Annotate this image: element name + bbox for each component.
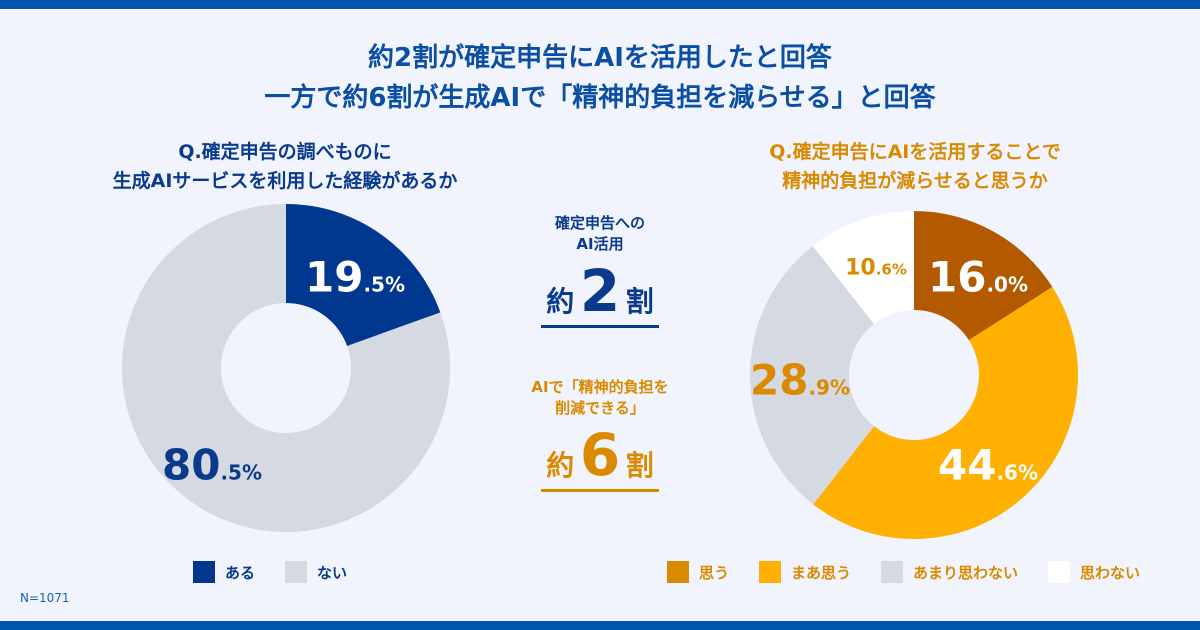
underline xyxy=(541,489,659,492)
legend-label: 思わない xyxy=(1080,563,1141,582)
value-decimal: .6 xyxy=(996,460,1018,485)
slice-label: 28.9% xyxy=(750,356,850,405)
legend-label: ある xyxy=(225,563,256,582)
caption-line-2: 削減できる」 xyxy=(555,399,645,417)
value-unit: % xyxy=(1017,460,1039,485)
value-decimal: .6 xyxy=(875,260,892,279)
donut-slice-ある xyxy=(286,204,441,346)
legend-swatch xyxy=(285,561,308,583)
value-integer: 80 xyxy=(161,440,221,490)
legend-swatch xyxy=(1048,561,1071,583)
right-question-line-2: 精神的負担が減らせると思うか xyxy=(782,170,1048,192)
slice-label: 16.0% xyxy=(928,253,1028,302)
value-integer: 19 xyxy=(304,252,364,302)
legend-item: 思う xyxy=(667,561,729,583)
legend-item: ある xyxy=(193,561,255,583)
big-number: 6 xyxy=(579,421,621,489)
value-decimal: .0 xyxy=(986,272,1008,297)
top-bar xyxy=(0,0,1200,9)
donut-slice-思う xyxy=(914,211,1053,341)
caption-line-1: 確定申告への xyxy=(554,214,645,232)
highlight-ai-usage: 確定申告への AI活用 約 2 割 xyxy=(520,213,680,328)
donut-slice-あまり思わない xyxy=(750,245,875,505)
value-unit: % xyxy=(891,260,907,279)
legend-item: まあ思う xyxy=(759,561,851,583)
left-question: Q.確定申告の調べものに 生成AIサービスを利用した経験があるか xyxy=(40,138,530,196)
right-question: Q.確定申告にAIを活用することで 精神的負担が減らせると思うか xyxy=(680,138,1150,196)
legend-item: ない xyxy=(285,561,347,583)
donut-slice-まあ思う xyxy=(813,286,1078,539)
underline xyxy=(541,325,659,328)
slice-label: 10.6% xyxy=(845,256,907,281)
slice-label: 44.6% xyxy=(938,441,1038,490)
caption-line-2: AI活用 xyxy=(576,235,624,253)
sample-size-note: N=1071 xyxy=(20,591,70,605)
donut-slice-ない xyxy=(121,204,450,532)
slice-label: 80.5% xyxy=(162,441,262,490)
value-unit: % xyxy=(1007,272,1029,297)
prefix: 約 xyxy=(546,285,575,318)
big-number: 2 xyxy=(579,257,621,325)
value-decimal: .5 xyxy=(220,460,242,485)
value-integer: 44 xyxy=(937,440,997,490)
value-integer: 16 xyxy=(927,252,987,302)
legend-label: あまり思わない xyxy=(913,563,1019,582)
left-legend: ある ない xyxy=(193,561,377,583)
value-integer: 28 xyxy=(749,355,809,405)
page-title: 約2割が確定申告にAIを活用したと回答 一方で約6割が生成AIで「精神的負担を減… xyxy=(0,38,1200,118)
slice-label: 19.5% xyxy=(305,253,405,302)
title-line-2: 一方で約6割が生成AIで「精神的負担を減らせる」と回答 xyxy=(264,83,936,113)
value-decimal: .5 xyxy=(363,272,385,297)
value-unit: % xyxy=(384,272,406,297)
value-unit: % xyxy=(829,375,851,400)
right-question-line-1: Q.確定申告にAIを活用することで xyxy=(769,141,1061,163)
legend-swatch xyxy=(667,561,689,583)
value-decimal: .9 xyxy=(808,375,830,400)
suffix: 割 xyxy=(625,449,654,482)
legend-item: 思わない xyxy=(1048,561,1140,583)
legend-label: ない xyxy=(317,563,348,582)
bottom-bar xyxy=(0,621,1200,630)
prefix: 約 xyxy=(546,449,575,482)
legend-swatch xyxy=(193,561,215,583)
legend-label: まあ思う xyxy=(791,563,852,582)
donut-slice-思わない xyxy=(812,211,914,324)
left-question-line-2: 生成AIサービスを利用した経験があるか xyxy=(112,170,458,192)
title-line-1: 約2割が確定申告にAIを活用したと回答 xyxy=(368,43,832,73)
suffix: 割 xyxy=(625,285,654,318)
highlight-burden-reduction: AIで「精神的負担を 削減できる」 約 6 割 xyxy=(520,377,680,492)
value-unit: % xyxy=(241,460,263,485)
legend-swatch xyxy=(759,561,782,583)
legend-label: 思う xyxy=(699,563,730,582)
left-question-line-1: Q.確定申告の調べものに xyxy=(178,141,392,163)
legend-item: あまり思わない xyxy=(881,561,1018,583)
right-legend: 思う まあ思う あまり思わない 思わない xyxy=(667,561,1170,583)
legend-swatch xyxy=(881,561,904,583)
caption-line-1: AIで「精神的負担を xyxy=(531,378,669,396)
value-integer: 10 xyxy=(845,255,876,281)
